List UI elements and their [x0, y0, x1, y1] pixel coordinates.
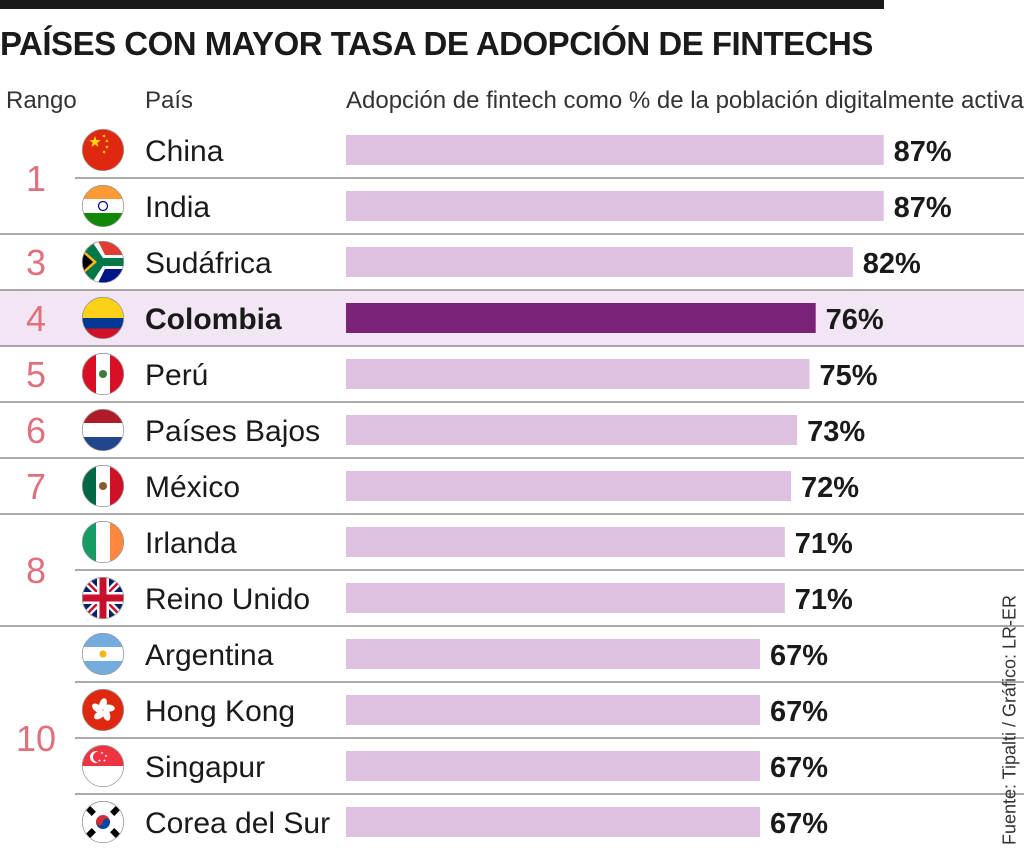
country-label: Corea del Sur [145, 807, 330, 840]
south-korea-flag-icon [82, 801, 124, 843]
country-label: Perú [145, 359, 208, 392]
top-rule [0, 0, 884, 9]
value-label: 67% [770, 640, 828, 672]
bar [346, 471, 791, 501]
bar [346, 247, 853, 277]
metric-column-header: Adopción de fintech como % de la poblaci… [346, 87, 1024, 114]
rank-label: 6 [26, 410, 46, 451]
bar [346, 359, 810, 389]
rank-column-header: Rango [6, 87, 77, 114]
bar [346, 807, 761, 837]
country-label: Sudáfrica [145, 247, 272, 280]
value-label: 87% [894, 136, 952, 168]
rank-label: 8 [26, 550, 46, 591]
colombia-flag-icon [82, 297, 124, 339]
value-label: 82% [863, 248, 921, 280]
value-label: 67% [770, 808, 828, 840]
value-label: 73% [807, 416, 865, 448]
chart-title: PAÍSES CON MAYOR TASA DE ADOPCIÓN DE FIN… [0, 25, 873, 62]
rank-label: 1 [26, 158, 46, 199]
bar [346, 583, 785, 613]
singapore-flag-icon [82, 745, 124, 787]
bar [346, 751, 761, 781]
rank-label: 4 [26, 298, 46, 339]
bar [346, 639, 761, 669]
value-label: 67% [770, 696, 828, 728]
bar [346, 135, 884, 165]
value-label: 71% [795, 528, 853, 560]
value-label: 67% [770, 752, 828, 784]
country-label: China [145, 135, 224, 168]
rank-label: 5 [26, 354, 46, 395]
rank-label: 7 [26, 466, 46, 507]
value-label: 71% [795, 584, 853, 616]
country-label: Irlanda [145, 527, 237, 560]
bar [346, 415, 798, 445]
country-label: Países Bajos [145, 415, 320, 448]
bar [346, 191, 884, 221]
country-label: India [145, 191, 210, 224]
rank-label: 10 [16, 718, 56, 759]
value-label: 75% [820, 360, 878, 392]
country-label: Colombia [145, 303, 282, 336]
country-label: Reino Unido [145, 583, 310, 616]
value-label: 76% [826, 304, 884, 336]
value-label: 87% [894, 192, 952, 224]
country-label: Hong Kong [145, 695, 295, 728]
rank-label: 3 [26, 242, 46, 283]
value-label: 72% [801, 472, 859, 504]
country-label: Argentina [145, 639, 274, 672]
country-column-header: País [145, 87, 194, 114]
bar [346, 695, 761, 725]
uk-flag-icon [82, 577, 124, 619]
source-note: Fuente: Tipalti / Gráfico: LR-ER [999, 594, 1020, 846]
south-africa-flag-icon [82, 241, 124, 283]
china-flag-icon [82, 129, 124, 171]
country-label: México [145, 471, 240, 504]
hong-kong-flag-icon [82, 689, 124, 731]
country-label: Singapur [145, 751, 265, 784]
bar [346, 303, 816, 333]
bar [346, 527, 785, 557]
